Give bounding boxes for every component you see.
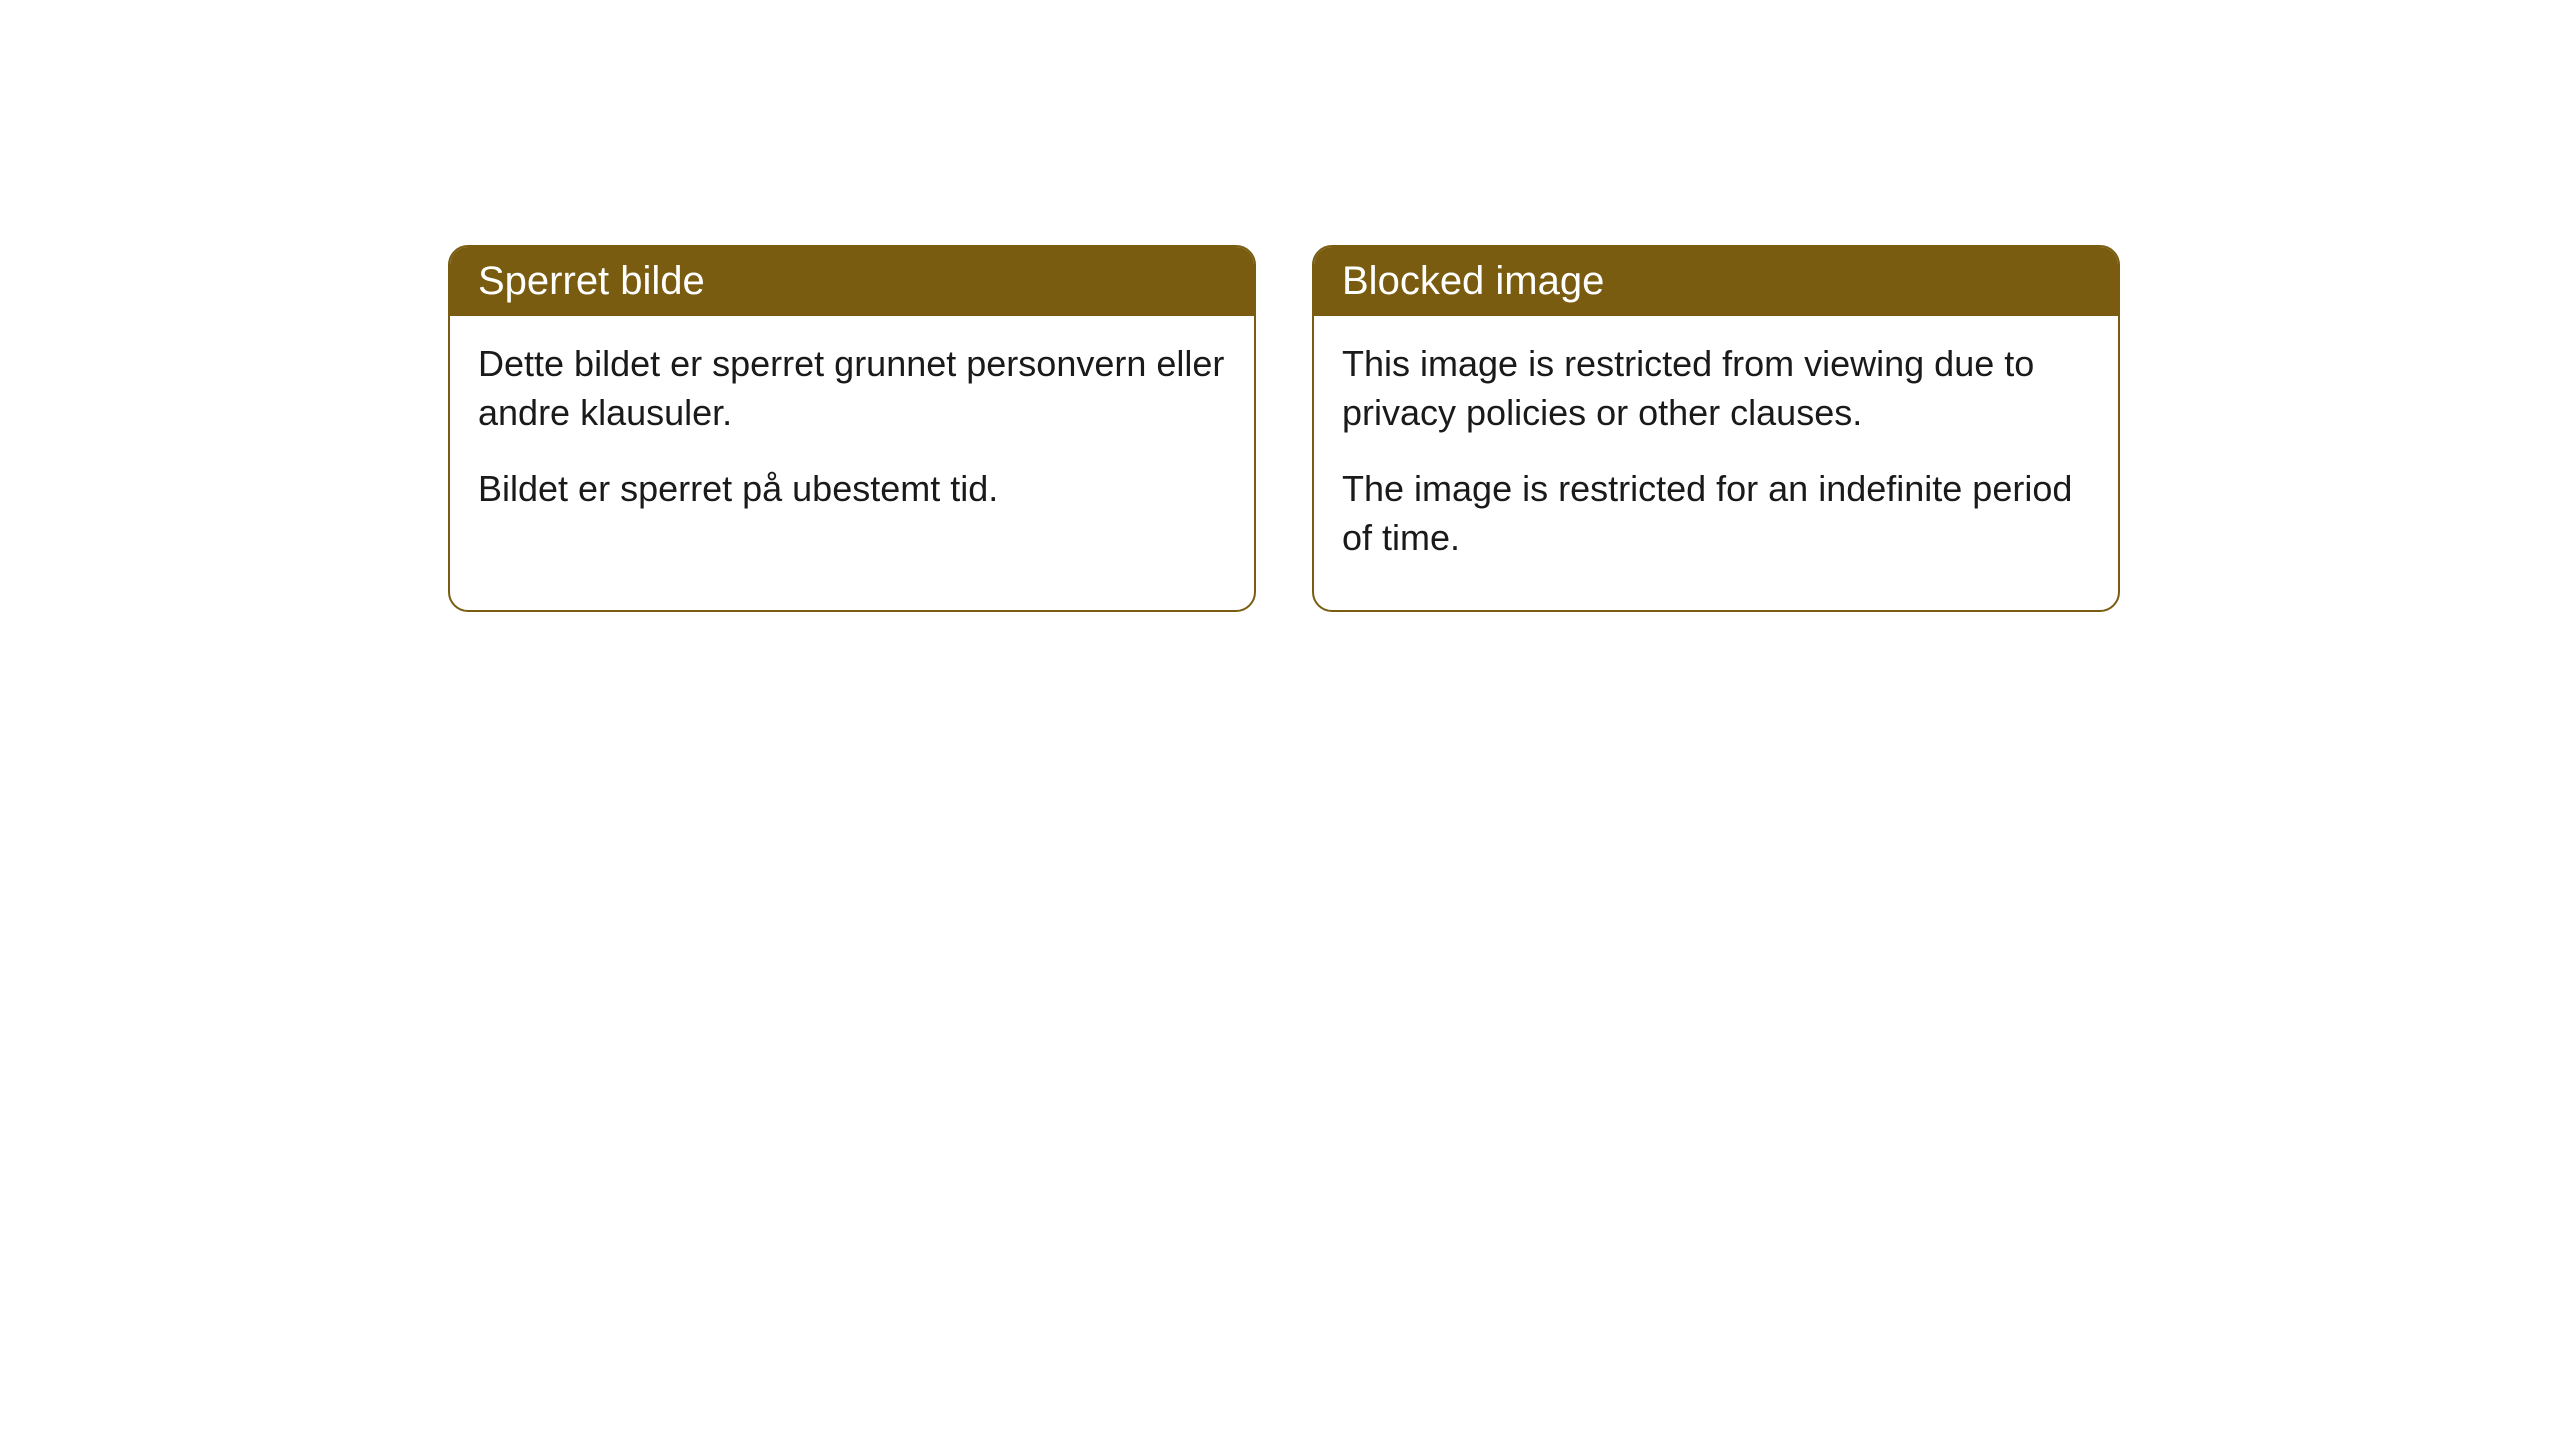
card-paragraph-2-norwegian: Bildet er sperret på ubestemt tid. <box>478 465 1226 514</box>
card-header-english: Blocked image <box>1314 247 2118 316</box>
blocked-image-cards: Sperret bilde Dette bildet er sperret gr… <box>448 245 2560 612</box>
card-header-norwegian: Sperret bilde <box>450 247 1254 316</box>
card-title-norwegian: Sperret bilde <box>478 259 705 303</box>
card-paragraph-2-english: The image is restricted for an indefinit… <box>1342 465 2090 562</box>
card-paragraph-1-norwegian: Dette bildet er sperret grunnet personve… <box>478 340 1226 437</box>
card-body-norwegian: Dette bildet er sperret grunnet personve… <box>450 316 1254 562</box>
blocked-image-card-english: Blocked image This image is restricted f… <box>1312 245 2120 612</box>
card-paragraph-1-english: This image is restricted from viewing du… <box>1342 340 2090 437</box>
card-title-english: Blocked image <box>1342 259 1604 303</box>
blocked-image-card-norwegian: Sperret bilde Dette bildet er sperret gr… <box>448 245 1256 612</box>
card-body-english: This image is restricted from viewing du… <box>1314 316 2118 610</box>
